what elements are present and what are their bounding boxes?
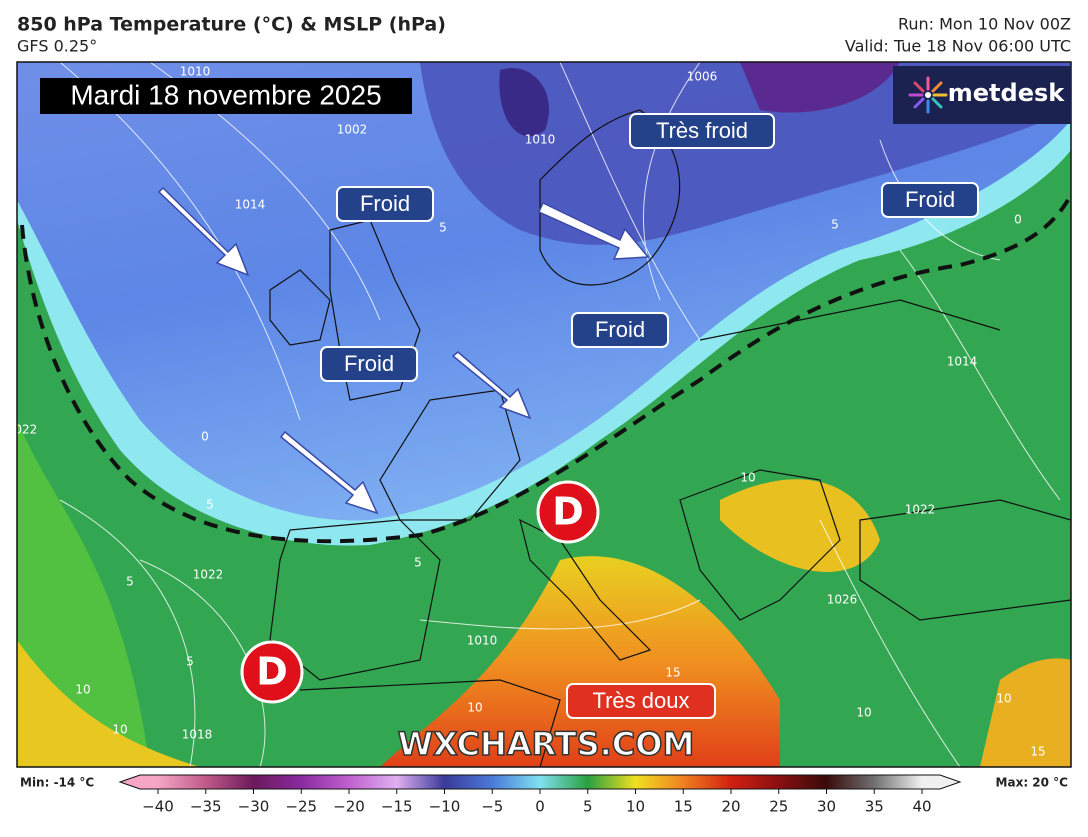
valid-time: Valid: Tue 18 Nov 06:00 UTC xyxy=(845,37,1071,56)
contour-label: 1010 xyxy=(467,634,498,648)
contour-label: 1014 xyxy=(947,355,978,369)
region-label: Froid xyxy=(344,351,394,376)
contour-label: 1026 xyxy=(827,593,858,607)
colorbar-tick-label: 10 xyxy=(626,798,645,816)
date-box xyxy=(40,78,412,114)
colorbar-tick-label: −25 xyxy=(285,798,317,816)
contour-label: 5 xyxy=(439,221,447,235)
watermark: WXCHARTS.COM xyxy=(398,725,695,763)
model-name: GFS 0.25° xyxy=(17,37,97,56)
contour-label: 1022 xyxy=(193,568,224,582)
colorbar-tick-label: 30 xyxy=(817,798,836,816)
label-box xyxy=(336,186,434,222)
low-marker xyxy=(536,480,600,544)
label-box xyxy=(881,182,979,218)
low-label: D xyxy=(552,490,584,534)
max-label: Max: 20 °C xyxy=(996,776,1069,790)
contour-label: 10 xyxy=(75,683,90,697)
contour-label: 10 xyxy=(467,701,482,715)
colorbar-tick-label: 5 xyxy=(583,798,593,816)
region-label: Très doux xyxy=(592,688,689,713)
colorbar-tick-label: 40 xyxy=(912,798,931,816)
contour-label: 5 xyxy=(831,218,839,232)
contour-label: 10 xyxy=(996,692,1011,706)
colorbar-tick-label: 25 xyxy=(769,798,788,816)
low-label: D xyxy=(256,650,288,694)
colorbar-tick-label: −15 xyxy=(381,798,413,816)
contour-label: 0 xyxy=(201,430,209,444)
contour-label: 5 xyxy=(186,655,194,669)
label-box xyxy=(571,312,669,348)
region-label: Froid xyxy=(905,187,955,212)
colorbar-tick-label: −20 xyxy=(333,798,365,816)
label-box xyxy=(566,683,716,719)
colorbar-tick-label: 20 xyxy=(721,798,740,816)
label-box xyxy=(320,346,418,382)
contour-label: 15 xyxy=(1030,745,1045,759)
contour-label: 1010 xyxy=(180,65,211,79)
contour-label: 5 xyxy=(414,556,422,570)
colorbar-tick-label: −30 xyxy=(238,798,270,816)
contour-label: 1022 xyxy=(905,503,936,517)
contour-label: 10 xyxy=(856,706,871,720)
colorbar-tick-label: 0 xyxy=(535,798,545,816)
date-label: Mardi 18 novembre 2025 xyxy=(70,79,381,110)
contour-label: 1022 xyxy=(7,423,38,437)
min-label: Min: -14 °C xyxy=(20,776,94,790)
contour-label: 1018 xyxy=(182,728,213,742)
label-box xyxy=(629,113,775,149)
contour-label: 1006 xyxy=(687,70,718,84)
brand-name: metdesk xyxy=(948,79,1066,107)
colorbar xyxy=(118,774,962,790)
contour-label: 10 xyxy=(740,471,755,485)
contour-label: 1014 xyxy=(235,198,266,212)
contour-label: 1002 xyxy=(337,123,368,137)
contour-label: 5 xyxy=(126,575,134,589)
contour-label: 10 xyxy=(112,723,127,737)
map-title: 850 hPa Temperature (°C) & MSLP (hPa) xyxy=(17,14,446,36)
contour-label: 15 xyxy=(665,666,680,680)
region-label: Froid xyxy=(595,317,645,342)
colorbar-tick-label: −10 xyxy=(429,798,461,816)
region-label: Très froid xyxy=(656,118,748,143)
contour-label: 1010 xyxy=(525,133,556,147)
brand-logo xyxy=(908,76,948,114)
colorbar-tick-label: 35 xyxy=(865,798,884,816)
colorbar-tick-label: 15 xyxy=(674,798,693,816)
colorbar-tick-label: −35 xyxy=(190,798,222,816)
contour-label: 5 xyxy=(206,498,214,512)
region-label: Froid xyxy=(360,191,410,216)
contour-label: 0 xyxy=(1014,213,1022,227)
colorbar-tick-label: −5 xyxy=(481,798,503,816)
run-time: Run: Mon 10 Nov 00Z xyxy=(898,15,1071,34)
low-marker xyxy=(240,640,304,704)
colorbar-tick-label: −40 xyxy=(142,798,174,816)
